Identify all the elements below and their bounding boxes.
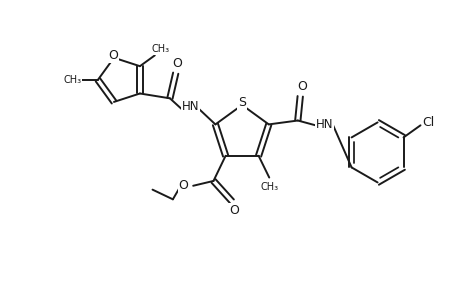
Text: CH₃: CH₃ — [151, 44, 169, 54]
Text: HN: HN — [181, 100, 199, 113]
Text: HN: HN — [315, 118, 332, 131]
Text: CH₃: CH₃ — [63, 75, 81, 85]
Text: O: O — [171, 57, 181, 70]
Text: O: O — [297, 80, 307, 93]
Text: Cl: Cl — [422, 116, 434, 129]
Text: O: O — [229, 204, 239, 218]
Text: CH₃: CH₃ — [260, 182, 278, 192]
Text: O: O — [108, 49, 118, 62]
Text: S: S — [238, 96, 246, 109]
Text: O: O — [178, 179, 188, 192]
